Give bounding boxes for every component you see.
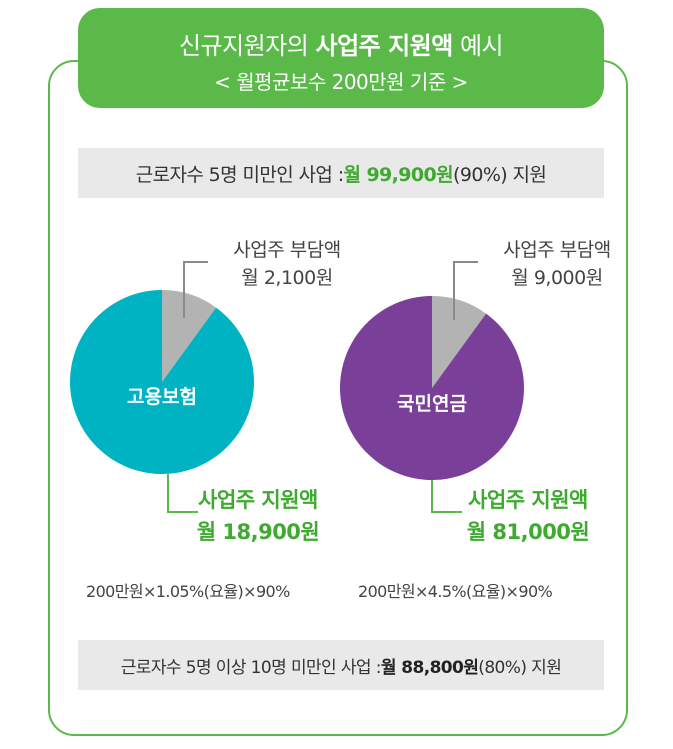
slice-value: 월 2,100원 (241, 267, 333, 289)
banner-amount: 월 88,800원 (380, 657, 479, 678)
pie-national-pension (339, 296, 524, 481)
slice-label: 사업주 부담액 (233, 239, 341, 261)
formula-national-pension: 200만원×4.5%(요율)×90% (358, 582, 553, 601)
support-banner-under-5: 근로자수 5명 미만인 사업 : 월 99,900원 (90%) 지원 (78, 148, 604, 198)
page-title: 신규지원자의 사업주 지원액 예시 (178, 32, 504, 60)
pie-slice-employer-burden (162, 290, 217, 382)
pie-slice-employer-burden (432, 296, 487, 388)
title-box: 신규지원자의 사업주 지원액 예시 < 월평균보수 200만원 기준 > (78, 8, 604, 108)
leader-line-burden-2 (453, 261, 478, 320)
slice-label: 사업주 지원액 (468, 488, 588, 512)
banner-suffix: (80%) 지원 (478, 657, 562, 678)
leader-line-support-1 (167, 474, 198, 513)
pie-slice-employer-support (339, 296, 524, 481)
formula-employment-insurance: 200만원×1.05%(요율)×90% (86, 582, 290, 601)
pie-center-label-national-pension: 국민연금 (397, 393, 467, 415)
banner-prefix: 근로자수 5명 이상 10명 미만인 사업 : (120, 657, 382, 678)
leader-line-support-2 (431, 480, 462, 513)
slice-label: 사업주 부담액 (503, 239, 611, 261)
employer-burden-label-2: 사업주 부담액 월 9,000원 (482, 236, 632, 292)
pie-slice-employer-support (70, 290, 255, 475)
page-subtitle: < 월평균보수 200만원 기준 > (214, 70, 468, 94)
pie-employment-insurance (70, 290, 255, 475)
employer-support-label-1: 사업주 지원액 월 18,900원 (173, 484, 343, 548)
banner-amount: 월 99,900원 (343, 163, 454, 186)
banner-prefix: 근로자수 5명 미만인 사업 : (135, 163, 344, 186)
support-banner-5-to-10: 근로자수 5명 이상 10명 미만인 사업 : 월 88,800원 (80%) 지… (78, 640, 604, 690)
pie-center-label-employment-insurance: 고용보험 (127, 386, 197, 408)
slice-value: 월 9,000원 (511, 267, 603, 289)
employer-burden-label-1: 사업주 부담액 월 2,100원 (212, 236, 362, 292)
slice-label: 사업주 지원액 (198, 488, 318, 512)
leader-line-burden-1 (183, 261, 208, 318)
slice-value: 월 18,900원 (196, 520, 320, 544)
label-leader-lines (167, 261, 478, 513)
employer-support-label-2: 사업주 지원액 월 81,000원 (443, 484, 613, 548)
slice-value: 월 81,000원 (466, 520, 590, 544)
banner-suffix: (90%) 지원 (453, 163, 547, 186)
